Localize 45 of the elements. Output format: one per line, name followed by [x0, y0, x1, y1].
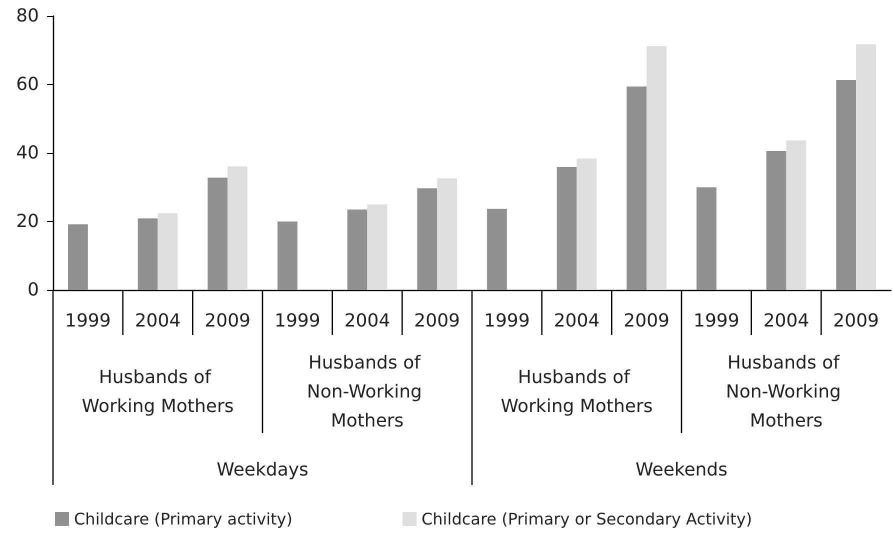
- bar: [696, 187, 716, 290]
- x-tick-label: 2004: [763, 310, 810, 332]
- x-tick-label: 1999: [694, 310, 740, 332]
- text: Weekdays: [216, 460, 308, 480]
- bar: [208, 178, 228, 290]
- x-tick-label: 1999: [274, 310, 320, 332]
- x-tick-label: 2004: [134, 310, 181, 332]
- y-tick-label: 20: [16, 211, 39, 232]
- bar: [138, 218, 158, 290]
- bar: [766, 150, 786, 290]
- bar: [417, 188, 438, 290]
- y-tick-label: 80: [16, 6, 39, 26]
- x-tick-label: 1999: [65, 310, 111, 332]
- text: Weekends: [636, 460, 728, 480]
- text: Husbands of Non-Working Mothers: [306, 352, 428, 432]
- x-tick-label: 2009: [624, 310, 670, 332]
- text: Husbands of Working Mothers: [500, 367, 653, 417]
- bar: [437, 178, 457, 290]
- bar: [646, 46, 666, 290]
- bar: [158, 213, 178, 290]
- bar: [856, 44, 876, 290]
- bar: [786, 140, 806, 290]
- x-tick-label: 2009: [204, 310, 250, 332]
- y-tick-label: 60: [16, 74, 39, 95]
- legend-label: Childcare (Primary or Secondary Activity): [421, 510, 752, 528]
- bar: [576, 158, 597, 290]
- x-tick-label: 1999: [484, 310, 530, 332]
- bar: [278, 222, 298, 290]
- x-tick-label: 2009: [414, 310, 460, 332]
- bar: [228, 166, 248, 290]
- bar: [347, 210, 368, 290]
- text: Husbands of Non-Working Mothers: [726, 352, 847, 432]
- bar: [556, 167, 577, 290]
- bar: [68, 224, 88, 290]
- y-tick-label: 40: [16, 142, 39, 164]
- x-tick-label: 2004: [344, 310, 390, 332]
- x-tick-label: 2009: [833, 310, 879, 332]
- x-tick-label: 2004: [554, 310, 600, 332]
- y-tick-label: 0: [28, 280, 39, 300]
- text: Husbands of Working Mothers: [82, 367, 234, 417]
- bar: [487, 208, 507, 290]
- bar: [836, 80, 856, 290]
- bar: [626, 86, 647, 290]
- bar: [367, 204, 388, 290]
- legend-label: Childcare (Primary activity): [74, 510, 292, 528]
